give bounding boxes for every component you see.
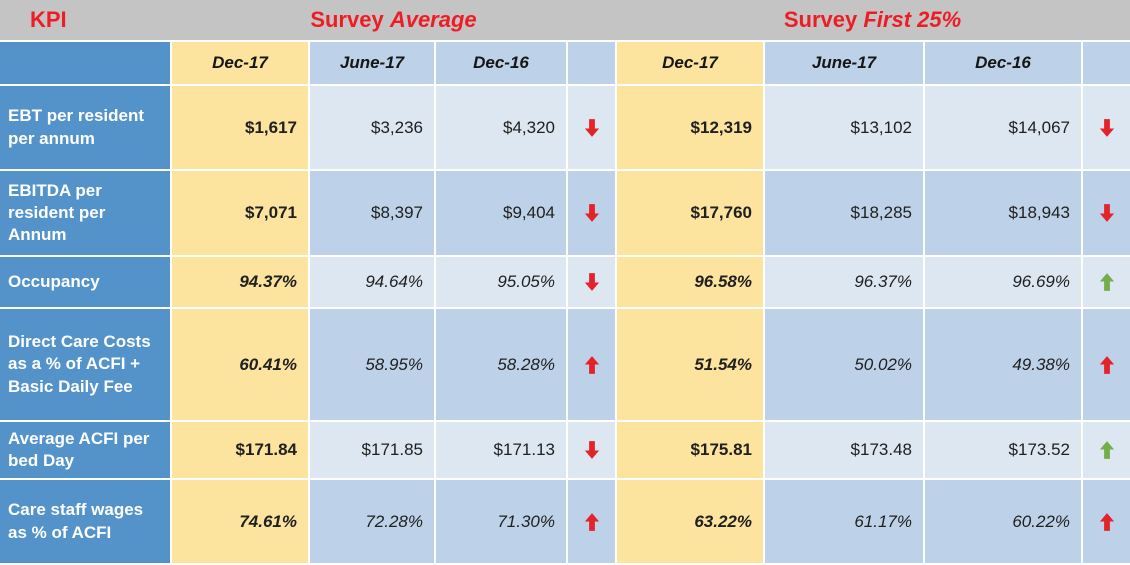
avg-dec17-value: 74.61% — [172, 480, 308, 563]
f25-trend-cell — [1083, 257, 1130, 307]
avg-dec17-value: $1,617 — [172, 86, 308, 169]
col-header-f25-june17: June-17 — [765, 42, 923, 84]
avg-trend-cell — [568, 309, 615, 420]
f25-trend-cell — [1083, 86, 1130, 169]
avg-june17-value: 72.28% — [310, 480, 434, 563]
survey-first25-title-italic: First 25% — [863, 7, 962, 32]
avg-dec17-value: $171.84 — [172, 422, 308, 478]
col-header-avg-june17: June-17 — [310, 42, 434, 84]
trend-arrow-icon — [584, 440, 600, 460]
trend-arrow-icon — [1099, 203, 1115, 223]
avg-june17-value: 94.64% — [310, 257, 434, 307]
avg-dec17-value: 60.41% — [172, 309, 308, 420]
kpi-title: KPI — [30, 7, 67, 32]
table-title-band: KPI Survey Average Survey First 25% — [0, 0, 1130, 40]
f25-june17-value: $173.48 — [765, 422, 923, 478]
f25-dec16-value: 49.38% — [925, 309, 1081, 420]
col-header-avg-dec16: Dec-16 — [436, 42, 566, 84]
survey-average-title-italic: Average — [389, 7, 477, 32]
f25-dec17-value: 63.22% — [617, 480, 763, 563]
avg-dec16-value: $171.13 — [436, 422, 566, 478]
f25-trend-cell — [1083, 309, 1130, 420]
avg-trend-cell — [568, 257, 615, 307]
avg-june17-value: 58.95% — [310, 309, 434, 420]
survey-first25-title: Survey First 25% — [615, 7, 1130, 33]
trend-arrow-icon — [1099, 512, 1115, 532]
kpi-grid: Dec-17 June-17 Dec-16 Dec-17 June-17 Dec… — [0, 42, 1130, 563]
avg-dec16-value: $4,320 — [436, 86, 566, 169]
avg-trend-cell — [568, 171, 615, 255]
kpi-column-header-cell — [0, 42, 170, 84]
avg-dec16-value: 95.05% — [436, 257, 566, 307]
f25-trend-cell — [1083, 480, 1130, 563]
col-header-f25-trend-cell — [1083, 42, 1130, 84]
avg-dec16-value: 58.28% — [436, 309, 566, 420]
col-header-avg-dec17: Dec-17 — [172, 42, 308, 84]
f25-dec16-value: 96.69% — [925, 257, 1081, 307]
f25-dec17-value: $12,319 — [617, 86, 763, 169]
f25-dec16-value: 60.22% — [925, 480, 1081, 563]
f25-june17-value: 96.37% — [765, 257, 923, 307]
trend-arrow-icon — [584, 118, 600, 138]
f25-dec16-value: $173.52 — [925, 422, 1081, 478]
f25-dec17-value: $17,760 — [617, 171, 763, 255]
kpi-row-label: Average ACFI per bed Day — [0, 422, 170, 478]
trend-arrow-icon — [584, 512, 600, 532]
kpi-row-label: Direct Care Costs as a % of ACFI + Basic… — [0, 309, 170, 420]
avg-june17-value: $8,397 — [310, 171, 434, 255]
f25-trend-cell — [1083, 422, 1130, 478]
avg-dec17-value: 94.37% — [172, 257, 308, 307]
survey-average-title: Survey Average — [172, 7, 615, 33]
trend-arrow-icon — [1099, 440, 1115, 460]
kpi-row-label: Care staff wages as % of ACFI — [0, 480, 170, 563]
survey-average-title-plain: Survey — [310, 7, 384, 32]
avg-dec16-value: $9,404 — [436, 171, 566, 255]
f25-june17-value: 61.17% — [765, 480, 923, 563]
col-header-f25-dec17: Dec-17 — [617, 42, 763, 84]
kpi-row-label: EBITDA per resident per Annum — [0, 171, 170, 255]
kpi-row-label: Occupancy — [0, 257, 170, 307]
avg-trend-cell — [568, 86, 615, 169]
f25-dec17-value: 96.58% — [617, 257, 763, 307]
kpi-row-label: EBT per resident per annum — [0, 86, 170, 169]
trend-arrow-icon — [584, 272, 600, 292]
f25-june17-value: 50.02% — [765, 309, 923, 420]
avg-june17-value: $3,236 — [310, 86, 434, 169]
trend-arrow-icon — [584, 355, 600, 375]
trend-arrow-icon — [1099, 118, 1115, 138]
avg-june17-value: $171.85 — [310, 422, 434, 478]
f25-dec16-value: $14,067 — [925, 86, 1081, 169]
f25-june17-value: $18,285 — [765, 171, 923, 255]
avg-dec16-value: 71.30% — [436, 480, 566, 563]
f25-june17-value: $13,102 — [765, 86, 923, 169]
avg-trend-cell — [568, 480, 615, 563]
avg-dec17-value: $7,071 — [172, 171, 308, 255]
trend-arrow-icon — [1099, 272, 1115, 292]
f25-dec16-value: $18,943 — [925, 171, 1081, 255]
survey-first25-title-plain: Survey — [783, 7, 858, 32]
col-header-f25-dec16: Dec-16 — [925, 42, 1081, 84]
f25-dec17-value: 51.54% — [617, 309, 763, 420]
trend-arrow-icon — [584, 203, 600, 223]
f25-dec17-value: $175.81 — [617, 422, 763, 478]
f25-trend-cell — [1083, 171, 1130, 255]
avg-trend-cell — [568, 422, 615, 478]
col-header-avg-trend-cell — [568, 42, 615, 84]
trend-arrow-icon — [1099, 355, 1115, 375]
